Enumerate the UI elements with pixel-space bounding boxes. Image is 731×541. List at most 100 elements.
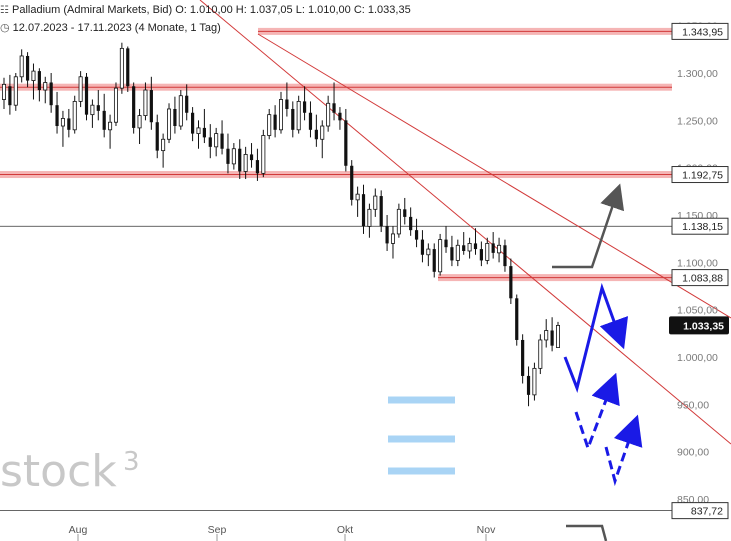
candle-body-up <box>390 233 395 244</box>
candle-body-down <box>338 112 342 121</box>
candle-body-up <box>320 125 325 140</box>
candle-body-down <box>190 112 195 134</box>
candle-body-down <box>49 82 53 106</box>
candle-body-up <box>167 108 172 140</box>
candle-body-up <box>19 55 24 78</box>
candle-body-down <box>462 245 466 251</box>
blue-dashed-arrow <box>574 372 620 453</box>
level-badge <box>671 217 729 235</box>
price-level-badges: 1.343,95 1.192,75 1.138,15 1.083,88 837,72 1.… <box>669 22 729 520</box>
current-price-badge <box>669 316 729 335</box>
candle-body-down <box>132 86 136 128</box>
candle-body-down <box>450 247 454 261</box>
support-resistance-levels <box>0 27 672 512</box>
candle-body-up <box>178 95 183 127</box>
x-tick-label: Nov <box>477 524 496 536</box>
x-tick-label: Aug <box>69 524 88 536</box>
candlestick-icon[interactable]: ☷ <box>0 5 9 16</box>
candle-body-down <box>173 108 177 127</box>
candle-body-up <box>13 76 18 106</box>
candle-body-down <box>102 110 106 130</box>
y-tick-label: 1.300,00 <box>677 68 718 80</box>
candle-body-down <box>509 266 513 299</box>
candle-body-down <box>8 86 12 106</box>
candle-body-down <box>550 330 554 346</box>
candle-body-down <box>344 120 348 166</box>
candle-body-down <box>202 127 206 138</box>
candle-body-down <box>220 133 224 149</box>
candle-body-up <box>497 244 502 254</box>
level-badge <box>671 502 729 520</box>
candle-body-down <box>379 196 383 227</box>
blue-solid-arrow <box>563 282 629 393</box>
trendline <box>257 33 731 319</box>
instrument-header: ☷ Palladium (Admiral Markets, Bid) O: 1.… <box>0 4 411 16</box>
candle-body-down <box>208 137 212 147</box>
watermark-logo: stock <box>0 446 117 497</box>
candle-body-down <box>238 148 242 172</box>
candle-body-up <box>367 208 372 227</box>
level-badge <box>671 166 729 184</box>
candle-body-up <box>278 99 283 131</box>
candle-body-up <box>261 135 266 174</box>
candle-body-up <box>355 193 360 201</box>
trendline <box>199 0 731 445</box>
y-axis: 1.350,001.300,001.250,001.200,001.150,00… <box>677 21 718 506</box>
candle-body-down <box>84 76 89 115</box>
candle-body-up <box>161 138 166 152</box>
candle-body-down <box>155 122 159 151</box>
candle-body-down <box>226 148 230 164</box>
level-badge-label: 837,72 <box>691 506 723 518</box>
candle-body-down <box>273 114 277 130</box>
candle-body-up <box>485 242 490 261</box>
y-tick-label: 1.250,00 <box>677 115 718 127</box>
candle-body-down <box>414 230 419 240</box>
candle-body-up <box>243 154 248 172</box>
candle-body-down <box>67 118 71 130</box>
candle-body-up <box>60 118 65 127</box>
candle-body-down <box>444 239 448 248</box>
candle-body-up <box>556 325 561 348</box>
level-badge-label: 1.138,15 <box>682 221 723 233</box>
period-text: 12.07.2023 - 17.11.2023 (4 Monate, 1 Tag… <box>12 22 221 34</box>
candle-body-up <box>72 101 77 131</box>
level-badge-label: 1.343,95 <box>682 26 723 38</box>
candle-body-up <box>438 239 443 273</box>
gray-projection-arrow <box>552 183 625 269</box>
candle-body-down <box>515 298 519 340</box>
watermark-superscript: 3 <box>123 447 140 477</box>
candle-body-up <box>455 244 460 261</box>
candle-body-up <box>143 89 148 117</box>
trendlines <box>199 0 731 445</box>
period-header: ◷ 12.07.2023 - 17.11.2023 (4 Monate, 1 T… <box>0 21 221 34</box>
candle-body-down <box>291 108 295 130</box>
candle-body-down <box>503 245 507 267</box>
candlestick-series <box>2 42 561 407</box>
candle-body-down <box>491 243 495 253</box>
candle-body-down <box>308 112 313 130</box>
candle-body-down <box>420 239 425 255</box>
candle-body-down <box>409 216 413 231</box>
candle-body-down <box>526 375 531 395</box>
x-axis: Aug Sep Okt Nov <box>69 524 496 541</box>
candle-body-up <box>267 114 272 136</box>
sideways-bar <box>388 396 455 404</box>
candle-body-up <box>31 70 36 81</box>
candle-body-down <box>149 90 153 123</box>
current-price-label: 1.033,35 <box>683 320 724 332</box>
instrument-ohlc-text: Palladium (Admiral Markets, Bid) O: 1.01… <box>12 4 411 16</box>
candle-body-up <box>296 101 301 131</box>
x-tick-label: Okt <box>337 524 353 536</box>
candle-body-down <box>96 105 100 111</box>
candle-body-down <box>37 71 41 91</box>
candle-body-down <box>403 209 407 217</box>
y-tick-label: 1.100,00 <box>677 257 718 269</box>
candle-body-up <box>467 242 472 252</box>
candle-body-down <box>361 194 366 227</box>
candle-body-down <box>473 243 478 250</box>
gray-projection-bracket <box>566 524 608 541</box>
candle-body-up <box>544 330 549 341</box>
candle-body-up <box>90 104 95 116</box>
projection-drawings <box>388 183 643 541</box>
y-tick-label: 900,00 <box>677 447 709 459</box>
